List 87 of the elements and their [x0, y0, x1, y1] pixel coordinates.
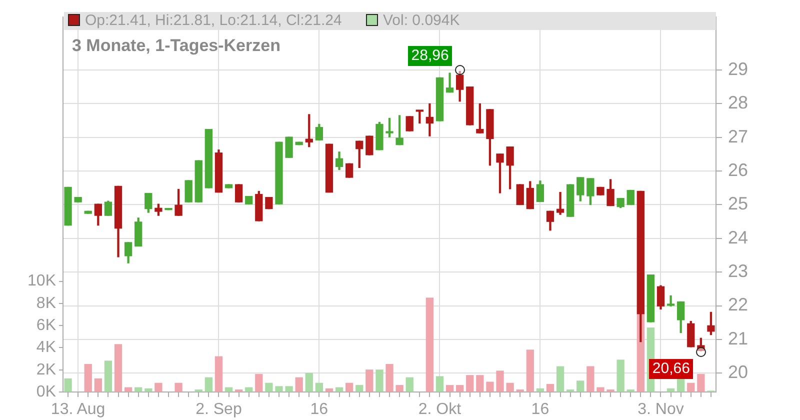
bar: [174, 382, 182, 392]
bar: [144, 388, 152, 392]
bar: [616, 360, 624, 392]
bar: [345, 382, 354, 392]
bar: [496, 370, 504, 392]
x-tick-label: 16: [531, 401, 550, 418]
y2-tick-label: 4K: [36, 339, 56, 356]
bar: [426, 298, 434, 392]
bar: [406, 377, 414, 392]
candlestick: [426, 103, 434, 136]
bar: [506, 382, 514, 392]
x-tick-label: 2. Okt: [418, 401, 462, 418]
y-tick-label: 23: [728, 261, 748, 282]
annotation: Vol: 0.094K: [383, 12, 460, 29]
info-panel: Op:21.41, Hi:21.81, Lo:21.14, Cl:21.24 Vol: 0.094K: [64, 12, 716, 30]
bar: [104, 360, 112, 392]
bar: [697, 374, 705, 392]
bar: [315, 382, 324, 392]
bar: [154, 382, 162, 392]
annotation: Op:21.41, Hi:21.81, Lo:21.14, Cl:21.24: [85, 12, 342, 29]
bar: [194, 389, 202, 392]
bar: [124, 387, 132, 392]
bar: [265, 382, 273, 392]
bar: [626, 389, 634, 392]
x-tick-label: 16: [310, 401, 328, 418]
bar: [64, 378, 72, 392]
bar: [214, 356, 223, 392]
bar: [376, 370, 384, 392]
bar: [285, 386, 293, 392]
y-tick-label: 20: [728, 362, 748, 382]
y2-tick-label: 0K: [36, 383, 56, 400]
y-tick-label: 26: [728, 160, 748, 180]
bar: [596, 387, 604, 392]
bar: [516, 389, 524, 392]
bar: [356, 385, 364, 392]
bar: [94, 378, 102, 392]
x-tick-label: 13. Aug: [50, 401, 106, 418]
bar: [335, 387, 344, 392]
bar: [245, 387, 253, 392]
bar: [536, 388, 544, 392]
bar: [224, 387, 233, 392]
y-tick-label: 25: [728, 194, 748, 214]
bar: [275, 386, 283, 392]
annotation: 28,96: [408, 46, 452, 66]
y-tick-label: 22: [728, 294, 748, 315]
bar: [204, 377, 212, 392]
x-tick-label: 2. Sep: [196, 401, 242, 418]
bar: [456, 385, 464, 392]
y2-tick-label: 8K: [36, 294, 56, 312]
y-tick-label: 28: [728, 92, 748, 113]
bar: [566, 389, 574, 392]
y-tick-label: 21: [728, 328, 748, 348]
bar: [556, 366, 564, 392]
bar: [436, 376, 444, 392]
y-tick-label: 27: [728, 126, 748, 146]
x-tick-label: 3. Nov: [638, 401, 684, 418]
bar: [234, 389, 243, 392]
bar: [446, 385, 454, 392]
y2-tick-label: 6K: [36, 317, 56, 334]
bar: [255, 374, 263, 392]
bar: [606, 389, 614, 392]
bar: [114, 344, 122, 392]
annotation: 20,66: [649, 358, 693, 379]
bar: [687, 382, 695, 392]
bar: [526, 350, 534, 392]
text: 3 Monate, 1-Tages-Kerzen: [72, 36, 280, 56]
bar: [486, 382, 494, 392]
y2-tick-label: 10K: [28, 272, 56, 290]
bar: [325, 388, 334, 392]
bar: [295, 377, 303, 392]
candlestick: [556, 192, 564, 215]
bar: [677, 378, 685, 392]
bar: [546, 384, 554, 392]
bar: [84, 364, 92, 392]
bar: [476, 375, 484, 392]
y-tick-label: 24: [728, 227, 748, 248]
bar: [586, 366, 594, 392]
y2-tick-label: 2K: [36, 361, 56, 378]
bar: [396, 385, 404, 392]
y-tick-label: 29: [728, 58, 748, 79]
bar: [466, 375, 474, 392]
bar: [366, 370, 374, 392]
bar: [134, 387, 142, 392]
bar: [576, 380, 584, 392]
bar: [305, 372, 313, 392]
bar: [386, 364, 394, 392]
bar: [666, 388, 675, 392]
